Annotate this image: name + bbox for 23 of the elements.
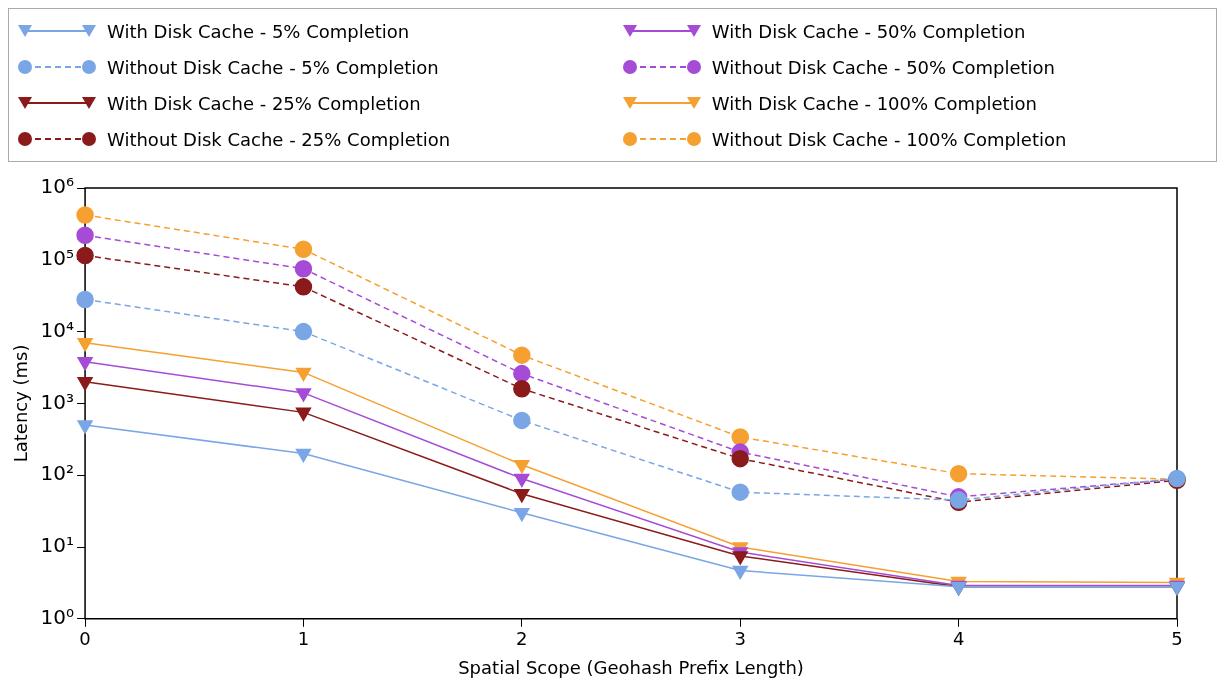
y-tick-label: 10⁵: [40, 246, 75, 270]
x-axis-title: Spatial Scope (Geohash Prefix Length): [458, 656, 804, 678]
legend-label: Without Disk Cache - 25% Completion: [107, 128, 451, 150]
y-tick-label: 10²: [40, 461, 75, 486]
x-tick-label: 2: [516, 628, 528, 650]
y-tick-label: 10⁴: [40, 317, 75, 342]
legend-label: Without Disk Cache - 5% Completion: [107, 56, 439, 78]
y-tick-label: 10⁶: [40, 174, 75, 199]
legend-label: With Disk Cache - 25% Completion: [107, 92, 421, 114]
y-axis-title: Latency (ms): [10, 344, 32, 463]
x-tick-label: 3: [734, 628, 746, 650]
legend-label: Without Disk Cache - 100% Completion: [711, 128, 1067, 150]
y-tick-label: 10³: [40, 389, 75, 414]
legend-label: Without Disk Cache - 50% Completion: [711, 56, 1055, 78]
y-tick-label: 10¹: [40, 533, 75, 558]
legend-label: With Disk Cache - 100% Completion: [711, 92, 1037, 114]
legend-label: With Disk Cache - 50% Completion: [711, 20, 1026, 42]
legend-label: With Disk Cache - 5% Completion: [107, 20, 410, 42]
x-tick-label: 0: [79, 628, 91, 650]
x-tick-label: 5: [1171, 628, 1183, 650]
x-tick-label: 4: [952, 628, 965, 650]
x-tick-label: 1: [297, 628, 310, 650]
y-tick-label: 10⁰: [40, 605, 75, 629]
